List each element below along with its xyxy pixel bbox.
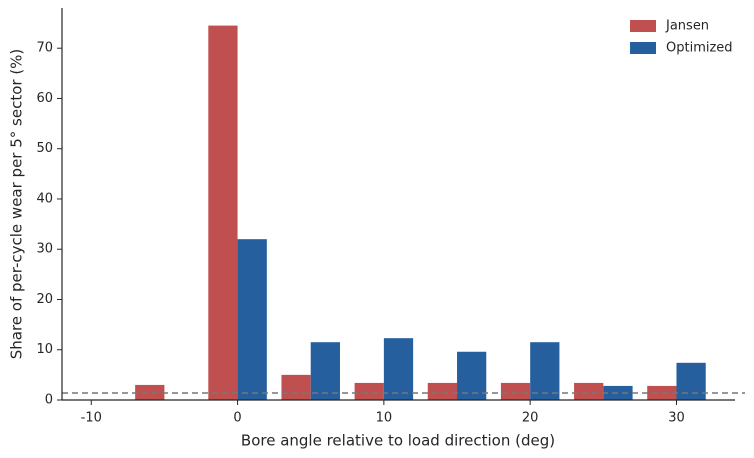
- bar: [208, 25, 238, 400]
- bar: [310, 342, 340, 400]
- y-tick-label: 20: [36, 292, 53, 307]
- bar: [427, 382, 458, 400]
- x-tick-label: 30: [668, 411, 685, 426]
- bar: [281, 374, 311, 400]
- bar: [237, 239, 267, 400]
- legend-label: Jansen: [665, 19, 709, 34]
- x-tick-label: -10: [81, 411, 102, 426]
- bar: [676, 362, 706, 400]
- x-tick-label: 20: [522, 411, 539, 426]
- y-tick-label: 50: [36, 141, 53, 156]
- y-tick-label: 10: [36, 342, 53, 357]
- legend-label: Optimized: [666, 41, 733, 56]
- legend-swatch: [630, 42, 656, 54]
- y-axis-label: Share of per-cycle wear per 5° sector (%…: [8, 49, 26, 360]
- y-tick-label: 70: [36, 41, 53, 56]
- x-tick-label: 0: [233, 411, 241, 426]
- bar: [574, 382, 604, 400]
- x-axis-label: Bore angle relative to load direction (d…: [241, 432, 555, 450]
- y-tick-label: 0: [45, 393, 53, 408]
- x-tick-label: 10: [376, 411, 393, 426]
- bar: [457, 351, 487, 400]
- bar: [530, 342, 560, 400]
- y-tick-label: 30: [36, 242, 53, 257]
- bar: [647, 385, 677, 400]
- legend-swatch: [630, 20, 656, 32]
- bar: [383, 338, 414, 400]
- bar: [500, 382, 531, 400]
- bar: [135, 384, 165, 400]
- y-tick-label: 40: [36, 191, 53, 206]
- y-tick-label: 60: [36, 91, 53, 106]
- bar: [354, 382, 384, 400]
